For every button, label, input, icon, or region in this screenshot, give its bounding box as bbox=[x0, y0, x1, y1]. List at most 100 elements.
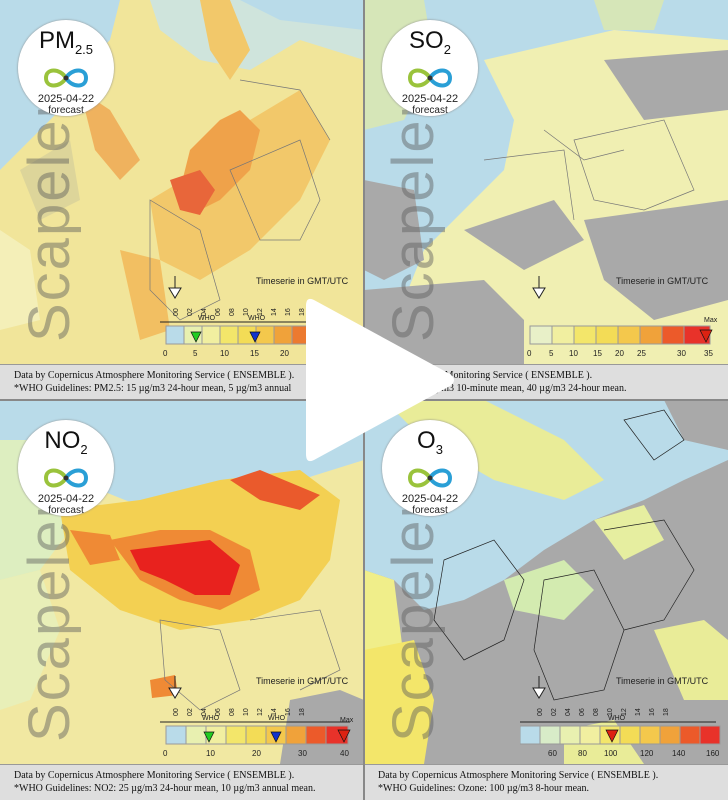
svg-text:0: 0 bbox=[163, 349, 168, 358]
copernicus-infinity-icon bbox=[407, 68, 453, 88]
who-marker-annual bbox=[190, 331, 202, 343]
panel-pm25: Scapeler PM2.5 2025-04-22 forecast Times… bbox=[0, 0, 364, 400]
svg-text:WHO: WHO bbox=[248, 315, 266, 322]
svg-text:16: 16 bbox=[649, 708, 656, 716]
svg-text:06: 06 bbox=[215, 308, 222, 316]
svg-text:140: 140 bbox=[672, 749, 686, 758]
svg-text:04: 04 bbox=[201, 708, 208, 716]
svg-text:10: 10 bbox=[243, 308, 250, 316]
svg-text:18: 18 bbox=[299, 308, 306, 316]
svg-text:5: 5 bbox=[549, 349, 554, 358]
svg-text:12: 12 bbox=[257, 308, 264, 316]
legend-o3: 00 02 04 06 08 10 12 14 16 18 WHO 60 80 … bbox=[520, 676, 721, 758]
caption-pm25: Data by Copernicus Atmosphere Monitoring… bbox=[0, 364, 364, 400]
svg-text:10: 10 bbox=[569, 349, 578, 358]
svg-text:160: 160 bbox=[706, 749, 720, 758]
svg-text:02: 02 bbox=[187, 308, 194, 316]
svg-text:Max: Max bbox=[704, 317, 718, 324]
svg-text:04: 04 bbox=[201, 308, 208, 316]
legend-so2: Max 0 5 10 15 20 25 30 35 bbox=[527, 276, 718, 358]
svg-text:18: 18 bbox=[299, 708, 306, 716]
timeserie-label: Timeserie in GMT/UTC bbox=[616, 276, 709, 286]
svg-text:06: 06 bbox=[215, 708, 222, 716]
who-marker-24h bbox=[270, 731, 282, 743]
current-time-marker bbox=[532, 687, 546, 699]
svg-text:5: 5 bbox=[193, 349, 198, 358]
svg-text:08: 08 bbox=[229, 308, 236, 316]
svg-text:WHO: WHO bbox=[608, 715, 626, 722]
svg-text:10: 10 bbox=[206, 749, 215, 758]
pollutant-badge-o3: O3 2025-04-22 forecast bbox=[382, 420, 478, 516]
svg-text:12: 12 bbox=[621, 708, 628, 716]
forecast-label: forecast bbox=[48, 104, 84, 116]
svg-text:20: 20 bbox=[252, 749, 261, 758]
svg-text:60: 60 bbox=[548, 749, 557, 758]
forecast-label: forecast bbox=[412, 104, 448, 116]
copernicus-infinity-icon bbox=[43, 68, 89, 88]
svg-text:30: 30 bbox=[677, 349, 686, 358]
pollutant-title-no2: NO2 bbox=[44, 427, 88, 457]
timeserie-label: Timeserie in GMT/UTC bbox=[256, 276, 349, 286]
svg-text:WHO: WHO bbox=[268, 715, 286, 722]
svg-text:120: 120 bbox=[640, 749, 654, 758]
caption-o3: Data by Copernicus Atmosphere Monitoring… bbox=[364, 764, 728, 800]
timeserie-label: Timeserie in GMT/UTC bbox=[616, 676, 709, 686]
play-icon[interactable] bbox=[306, 298, 454, 462]
timeserie-label: Timeserie in GMT/UTC bbox=[256, 676, 349, 686]
map-pm25 bbox=[0, 0, 364, 364]
forecast-date: 2025-04-22 bbox=[401, 92, 459, 105]
watermark-pm25: Scapeler bbox=[17, 97, 82, 342]
forecast-label: forecast bbox=[412, 504, 448, 516]
map-so2 bbox=[364, 0, 728, 364]
play-button[interactable] bbox=[300, 290, 460, 470]
panel-o3: Scapeler O3 2025-04-22 forecast Timeseri… bbox=[364, 400, 728, 800]
svg-text:06: 06 bbox=[579, 708, 586, 716]
svg-text:15: 15 bbox=[593, 349, 602, 358]
svg-text:02: 02 bbox=[187, 708, 194, 716]
watermark-o3: Scapeler bbox=[381, 497, 446, 742]
legend-no2: 00 02 04 06 08 10 12 14 16 18 WHO WHO Ma… bbox=[160, 676, 354, 758]
caption-no2: Data by Copernicus Atmosphere Monitoring… bbox=[0, 764, 364, 800]
current-time-marker bbox=[532, 287, 546, 299]
svg-text:35: 35 bbox=[704, 349, 713, 358]
forecast-date: 2025-04-22 bbox=[37, 92, 95, 105]
current-time-marker bbox=[168, 687, 182, 699]
svg-text:100: 100 bbox=[604, 749, 618, 758]
watermark-no2: Scapeler bbox=[17, 497, 82, 742]
svg-text:04: 04 bbox=[565, 708, 572, 716]
pollutant-title-o3: O3 bbox=[417, 427, 443, 457]
pollutant-title-pm25: PM2.5 bbox=[38, 27, 94, 57]
svg-text:Max: Max bbox=[340, 717, 354, 724]
svg-text:20: 20 bbox=[280, 349, 289, 358]
pollutant-badge-no2: NO2 2025-04-22 forecast bbox=[18, 420, 114, 516]
svg-text:80: 80 bbox=[578, 749, 587, 758]
svg-text:25: 25 bbox=[637, 349, 646, 358]
svg-text:30: 30 bbox=[298, 749, 307, 758]
svg-text:20: 20 bbox=[615, 349, 624, 358]
svg-text:14: 14 bbox=[271, 708, 278, 716]
svg-text:15: 15 bbox=[250, 349, 259, 358]
svg-text:10: 10 bbox=[607, 708, 614, 716]
svg-text:0: 0 bbox=[163, 749, 168, 758]
svg-text:14: 14 bbox=[271, 308, 278, 316]
who-marker-annual bbox=[203, 731, 215, 743]
copernicus-infinity-icon bbox=[407, 468, 453, 488]
svg-text:40: 40 bbox=[340, 749, 349, 758]
svg-text:16: 16 bbox=[285, 308, 292, 316]
svg-text:10: 10 bbox=[220, 349, 229, 358]
current-time-marker bbox=[168, 287, 182, 299]
svg-text:14: 14 bbox=[635, 708, 642, 716]
forecast-date: 2025-04-22 bbox=[401, 492, 459, 505]
svg-text:00: 00 bbox=[173, 708, 180, 716]
copernicus-infinity-icon bbox=[43, 468, 89, 488]
who-marker-24h bbox=[249, 331, 261, 343]
forecast-date: 2025-04-22 bbox=[37, 492, 95, 505]
who-marker-8h bbox=[605, 729, 619, 743]
svg-text:10: 10 bbox=[243, 708, 250, 716]
svg-text:18: 18 bbox=[663, 708, 670, 716]
panel-no2: Scapeler NO2 2025-04-22 forecast Timeser… bbox=[0, 400, 364, 800]
svg-text:08: 08 bbox=[593, 708, 600, 716]
pollutant-badge-pm25: PM2.5 2025-04-22 forecast bbox=[18, 20, 114, 116]
svg-text:WHO: WHO bbox=[198, 315, 216, 322]
svg-text:0: 0 bbox=[527, 349, 532, 358]
